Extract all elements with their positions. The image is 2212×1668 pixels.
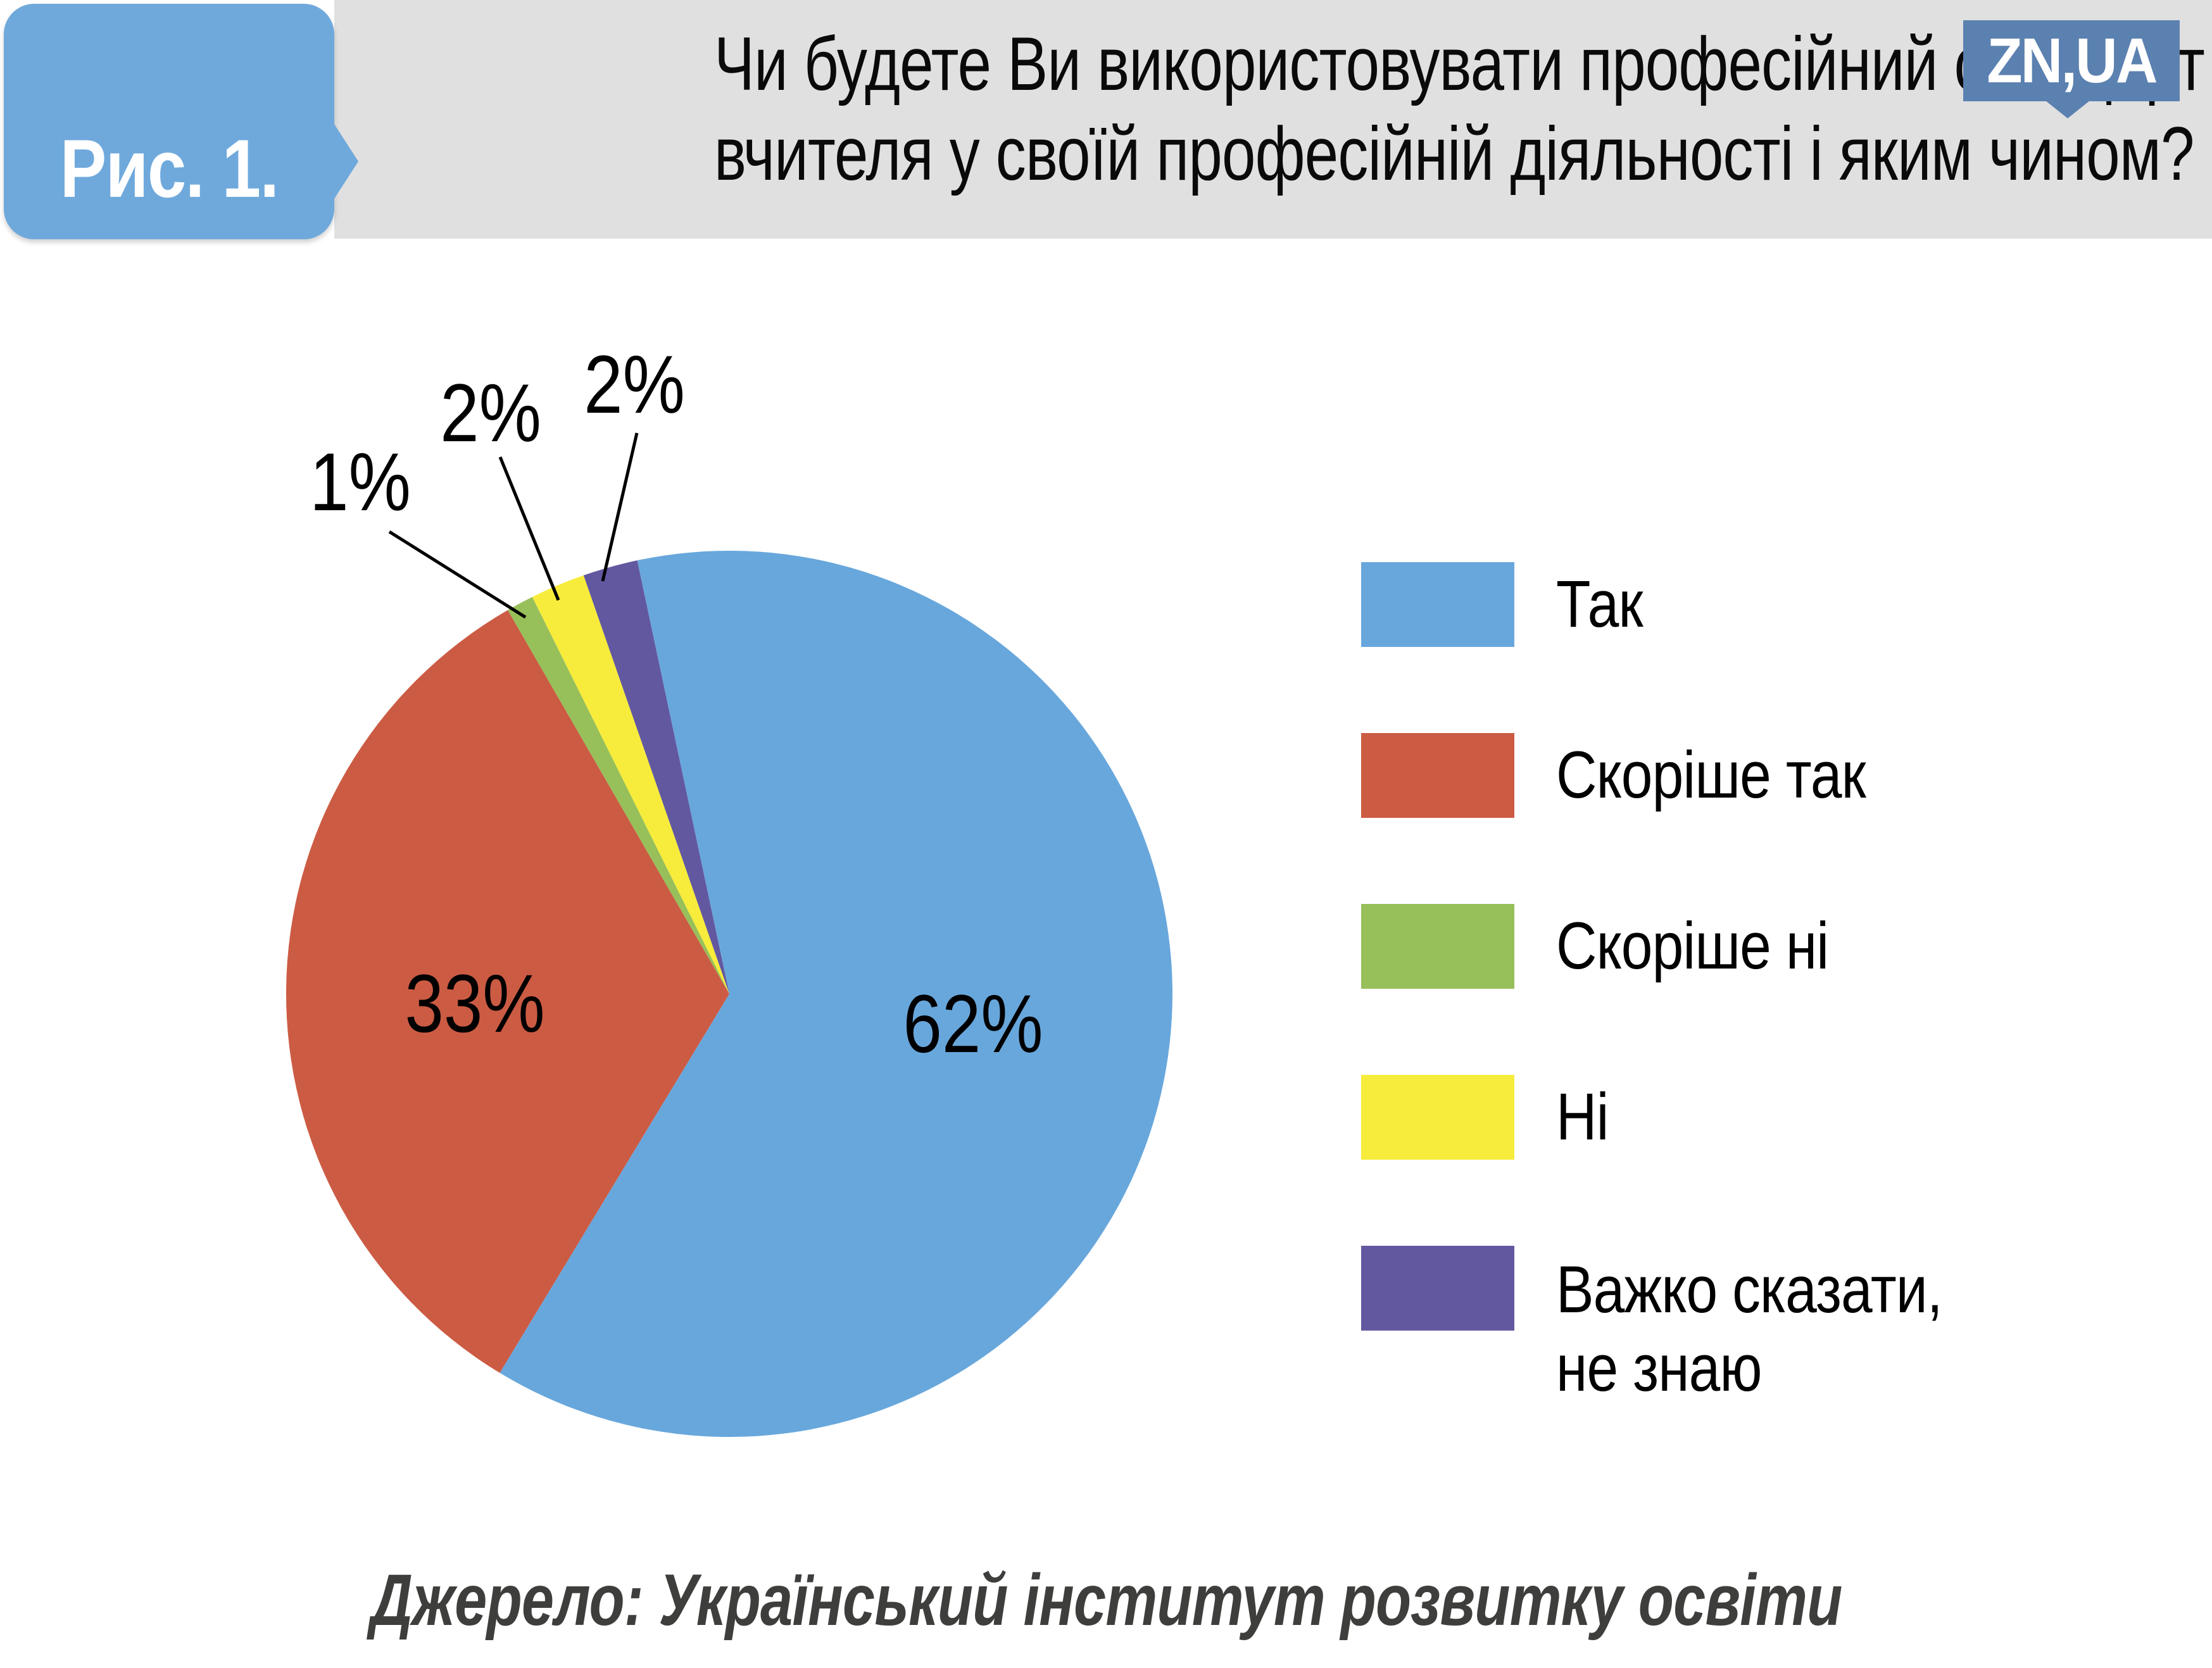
legend-label-tak: Так bbox=[1556, 567, 1643, 641]
pie-label-vazhko: 2% bbox=[584, 339, 685, 430]
pie-slice-0 bbox=[500, 551, 1172, 1438]
pie-slice-4 bbox=[583, 560, 729, 994]
legend-item-tak: Так bbox=[1361, 562, 2010, 647]
legend-label-skorishe-ni: Скоріше ні bbox=[1556, 909, 1829, 983]
legend-label-ni: Ні bbox=[1556, 1080, 1609, 1154]
pie-slice-1 bbox=[286, 610, 729, 1373]
leader-line-vazhko bbox=[601, 432, 639, 582]
legend-label-vazhko-line-1: Важко сказати, bbox=[1556, 1253, 1943, 1327]
znua-logo-tail-icon bbox=[2045, 101, 2090, 118]
source-line: Джерело: Український інститут розвитку о… bbox=[0, 1558, 2212, 1642]
leader-lines bbox=[388, 432, 639, 619]
header-panel: Чи будете Ви використовувати професійний… bbox=[334, 0, 2212, 239]
legend-swatch-skorishe-ni bbox=[1361, 904, 1514, 989]
legend-item-skorishe-tak: Скоріше так bbox=[1361, 733, 2010, 818]
pie-label-skorishe-ni: 1% bbox=[310, 436, 411, 528]
figure-badge-label: Рис. 1. bbox=[60, 122, 279, 215]
legend-swatch-ni bbox=[1361, 1075, 1514, 1160]
pie-label-skorishe-tak: 33% bbox=[405, 958, 544, 1050]
legend-swatch-skorishe-tak bbox=[1361, 733, 1514, 818]
legend-swatch-vazhko bbox=[1361, 1246, 1514, 1331]
title-line-1: Чи будете Ви використовувати професійний… bbox=[714, 22, 2205, 106]
legend-label-skorishe-tak: Скоріше так bbox=[1556, 738, 1866, 812]
pie-slices bbox=[286, 551, 1172, 1438]
legend-label-vazhko-line-2: не знаю bbox=[1556, 1331, 1762, 1405]
legend-label-vazhko: Важко сказати, не знаю bbox=[1556, 1251, 1943, 1408]
legend-swatch-tak bbox=[1361, 562, 1514, 647]
title-line-2: вчителя у своїй професійній діяльності і… bbox=[714, 111, 2194, 196]
pie-slice-3 bbox=[532, 575, 729, 994]
znua-logo: ZN,UA bbox=[1963, 20, 2180, 118]
chart-legend: Так Скоріше так Скоріше ні Ні Важко сказ… bbox=[1361, 562, 2010, 1405]
leader-line-skorishe-ni bbox=[388, 530, 527, 619]
pie-label-ni: 2% bbox=[440, 367, 541, 459]
legend-item-ni: Ні bbox=[1361, 1075, 2010, 1160]
pie-data-labels: 62% 33% 1% 2% 2% bbox=[310, 339, 1043, 1070]
figure-badge: Рис. 1. bbox=[4, 4, 334, 239]
page-title: Чи будете Ви використовувати професійний… bbox=[714, 19, 2212, 199]
pie-slice-2 bbox=[508, 597, 729, 994]
source-text: Джерело: Український інститут розвитку о… bbox=[370, 1560, 1842, 1641]
legend-item-skorishe-ni: Скоріше ні bbox=[1361, 904, 2010, 989]
leader-line-ni bbox=[498, 456, 560, 601]
pie-label-tak: 62% bbox=[903, 978, 1043, 1070]
znua-logo-text: ZN,UA bbox=[1987, 25, 2158, 96]
legend-item-vazhko: Важко сказати, не знаю bbox=[1361, 1246, 2010, 1405]
figure-badge-arrow-icon bbox=[333, 122, 358, 201]
